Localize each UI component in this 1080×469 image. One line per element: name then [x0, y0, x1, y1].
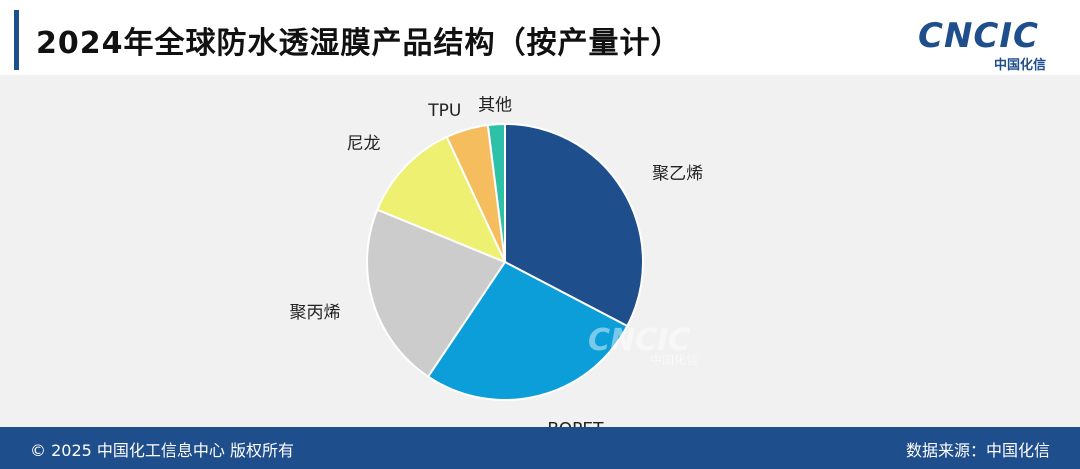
- pie-slice-3: [375, 135, 507, 264]
- watermark-subtext: 中国化信: [650, 352, 698, 367]
- slice-label-5: 其他: [478, 95, 512, 115]
- slice-label-0: 聚乙烯: [652, 164, 703, 184]
- title-accent-bar: [14, 10, 19, 70]
- slice-label-4: TPU: [427, 101, 461, 121]
- footer: © 2025 中国化工信息中心 版权所有 数据来源：中国化信: [0, 427, 1080, 469]
- pie-slice-1: [426, 260, 629, 401]
- slice-label-3: 尼龙: [347, 134, 381, 154]
- pie-slice-2: [366, 208, 507, 378]
- cncic-logo: CNCIC 中国化信: [918, 10, 1068, 73]
- header: 2024年全球防水透湿膜产品结构（按产量计） CNCIC 中国化信: [0, 0, 1080, 75]
- logo-text: CNCIC: [918, 16, 1039, 56]
- page-title: 2024年全球防水透湿膜产品结构（按产量计）: [36, 26, 682, 61]
- pie-slice-5: [486, 122, 506, 263]
- logo-subtext: 中国化信: [994, 58, 1047, 73]
- pie-slice-0: [504, 122, 644, 328]
- slice-label-2: 聚丙烯: [289, 303, 340, 323]
- copyright-text: © 2025 中国化工信息中心 版权所有: [30, 441, 294, 460]
- watermark-text: CNCIC: [588, 323, 690, 358]
- data-source-text: 数据来源：中国化信: [905, 441, 1050, 460]
